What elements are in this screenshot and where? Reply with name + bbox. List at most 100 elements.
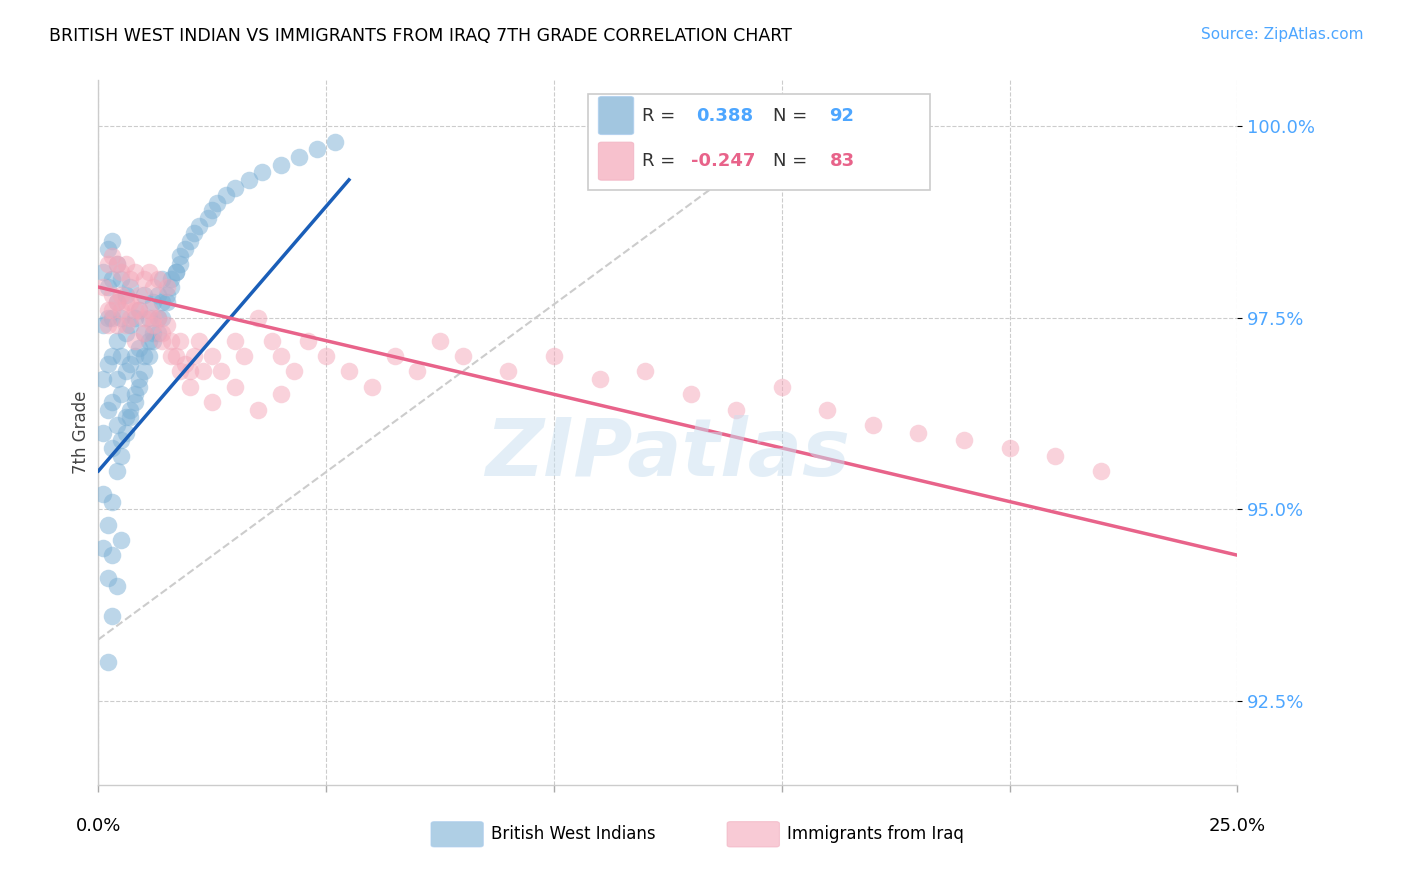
Point — [201, 349, 224, 363]
Point — [91, 425, 114, 440]
Point — [96, 303, 118, 318]
Point — [138, 303, 160, 318]
Point — [679, 387, 702, 401]
Point — [120, 318, 142, 333]
Point — [209, 364, 232, 378]
Point — [114, 295, 136, 310]
Text: R =: R = — [641, 106, 681, 125]
Point — [114, 326, 136, 340]
Point — [132, 287, 155, 301]
Point — [169, 364, 191, 378]
Text: 83: 83 — [830, 153, 855, 170]
Point — [120, 402, 142, 417]
Point — [215, 188, 238, 202]
Point — [132, 310, 155, 325]
Point — [105, 334, 128, 348]
Point — [725, 402, 748, 417]
Point — [101, 287, 124, 301]
Point — [142, 310, 165, 325]
Point — [165, 349, 187, 363]
Point — [205, 195, 228, 210]
Point — [270, 157, 292, 171]
Point — [174, 242, 197, 256]
Point — [288, 150, 311, 164]
Point — [110, 434, 132, 448]
Point — [150, 272, 173, 286]
Point — [120, 280, 142, 294]
Point — [337, 364, 360, 378]
FancyBboxPatch shape — [599, 96, 634, 135]
Point — [124, 265, 146, 279]
Point — [91, 265, 114, 279]
Point — [197, 211, 219, 226]
Point — [142, 295, 165, 310]
Point — [124, 310, 146, 325]
Point — [96, 280, 118, 294]
Point — [120, 272, 142, 286]
Text: BRITISH WEST INDIAN VS IMMIGRANTS FROM IRAQ 7TH GRADE CORRELATION CHART: BRITISH WEST INDIAN VS IMMIGRANTS FROM I… — [49, 27, 792, 45]
Text: ZIPatlas: ZIPatlas — [485, 415, 851, 492]
Point — [105, 464, 128, 478]
Point — [124, 303, 146, 318]
Point — [105, 295, 128, 310]
Point — [142, 334, 165, 348]
Point — [150, 326, 173, 340]
Point — [91, 280, 114, 294]
Point — [169, 334, 191, 348]
Point — [160, 272, 183, 286]
Point — [120, 295, 142, 310]
Point — [907, 425, 929, 440]
Point — [1090, 464, 1112, 478]
Text: British West Indians: British West Indians — [491, 825, 657, 843]
Point — [323, 135, 346, 149]
Point — [101, 310, 124, 325]
Point — [91, 372, 114, 386]
Point — [260, 334, 283, 348]
Point — [246, 402, 269, 417]
Point — [124, 349, 146, 363]
Point — [105, 372, 128, 386]
Point — [91, 487, 114, 501]
Point — [105, 579, 128, 593]
Point — [138, 310, 160, 325]
Point — [224, 379, 246, 393]
Point — [270, 349, 292, 363]
Point — [124, 387, 146, 401]
Point — [96, 571, 118, 585]
Point — [138, 265, 160, 279]
Point — [96, 242, 118, 256]
Point — [150, 334, 173, 348]
Point — [862, 417, 884, 432]
Point — [105, 257, 128, 271]
Point — [101, 609, 124, 624]
Point — [150, 310, 173, 325]
Point — [201, 203, 224, 218]
Point — [110, 349, 132, 363]
Point — [770, 379, 793, 393]
Point — [150, 295, 173, 310]
Point — [96, 402, 118, 417]
Point — [105, 257, 128, 271]
Point — [132, 349, 155, 363]
Point — [165, 265, 187, 279]
Point — [96, 257, 118, 271]
Point — [110, 387, 132, 401]
Point — [101, 395, 124, 409]
Point — [110, 303, 132, 318]
Point — [91, 541, 114, 555]
Point — [174, 357, 197, 371]
Point — [429, 334, 451, 348]
Point — [252, 165, 274, 179]
Text: 92: 92 — [830, 106, 855, 125]
Text: N =: N = — [773, 106, 813, 125]
Point — [110, 287, 132, 301]
Point — [233, 349, 256, 363]
Point — [160, 349, 183, 363]
Point — [101, 441, 124, 455]
Point — [543, 349, 565, 363]
Point — [160, 280, 183, 294]
Point — [224, 180, 246, 194]
Point — [105, 295, 128, 310]
Point — [96, 310, 118, 325]
Point — [156, 295, 179, 310]
